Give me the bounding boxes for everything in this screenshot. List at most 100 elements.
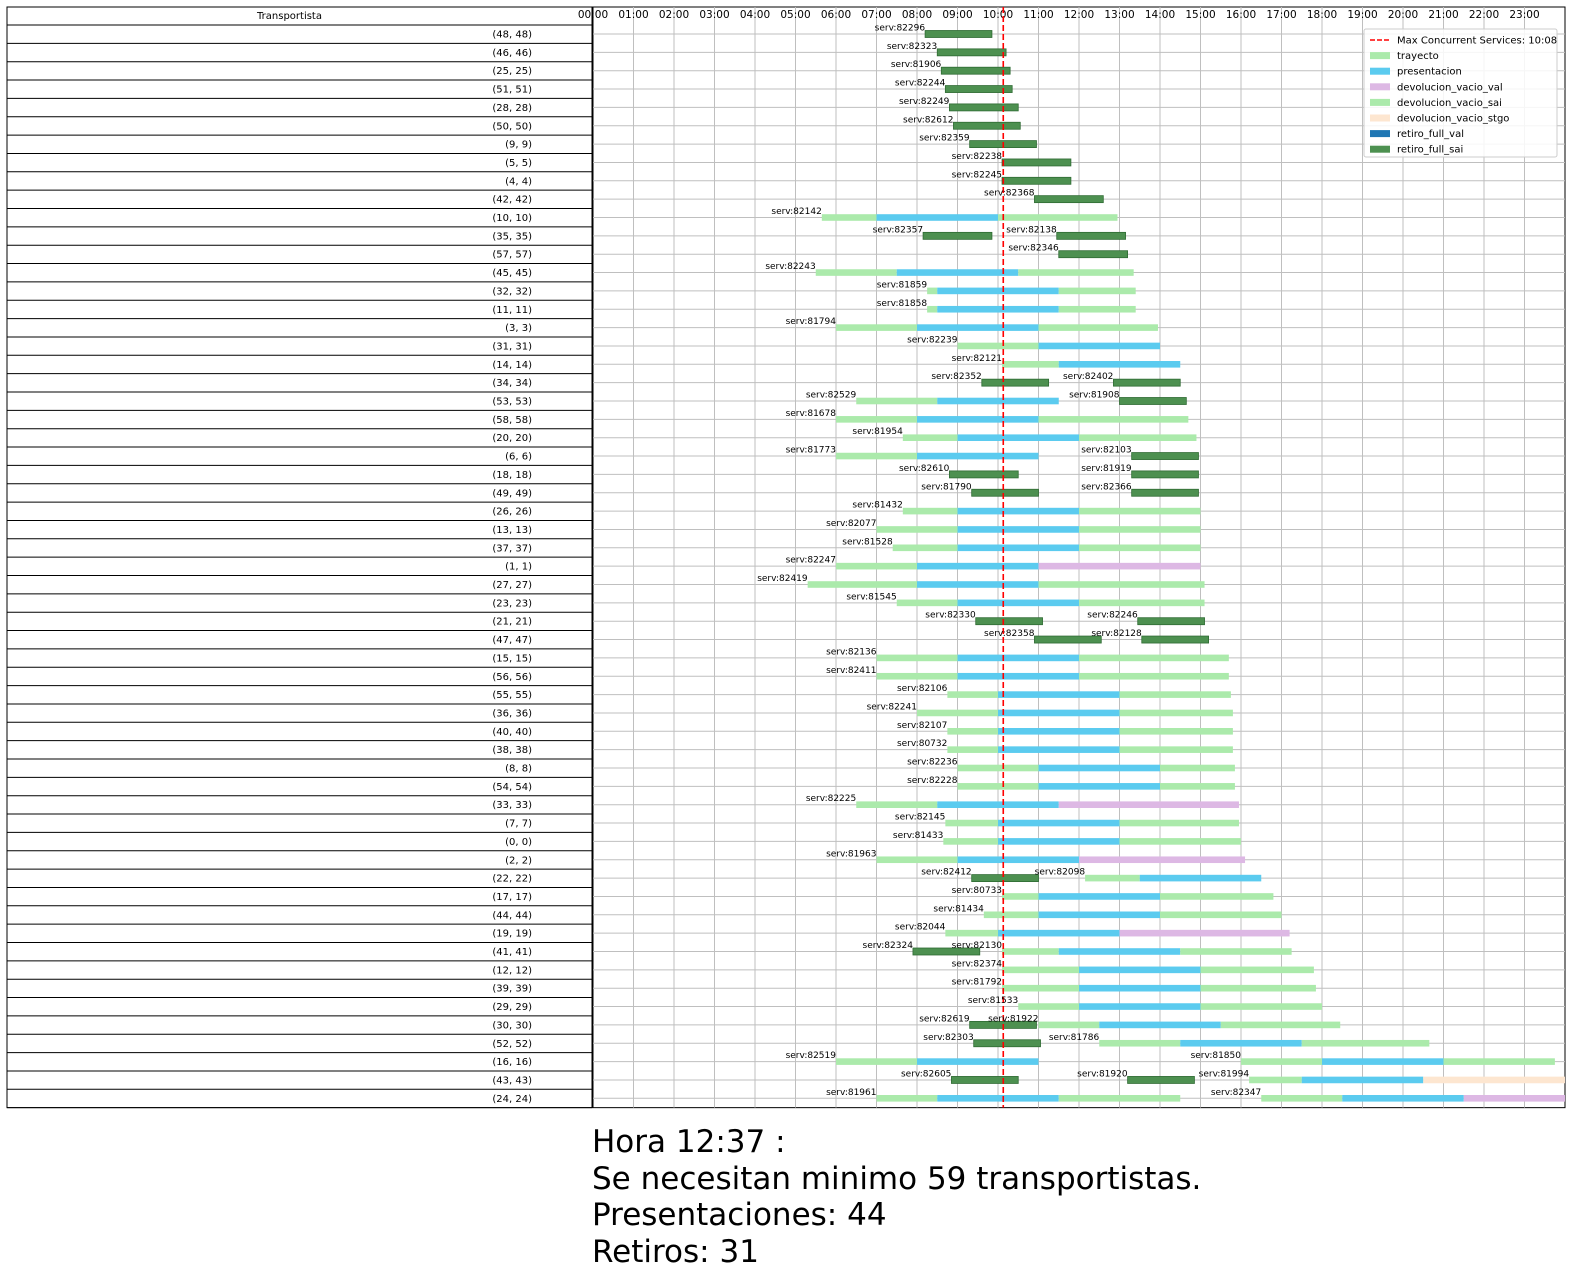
carrier-label: (34, 34): [492, 378, 532, 389]
presentacion-bar: [957, 672, 1079, 680]
service-label: serv:82330: [925, 611, 976, 621]
trayecto-bar: [1119, 838, 1241, 845]
trayecto-bar: [836, 416, 917, 423]
carrier-label: (43, 43): [492, 1075, 532, 1086]
carrier-label: (50, 50): [492, 121, 532, 132]
service-label: serv:82359: [919, 134, 970, 144]
time-grid: 00:00 01:00 02:00 03:00 04:00 05:00 06:00 07:00…: [578, 6, 1566, 1109]
presentacion-bar: [998, 929, 1120, 937]
legend-label: retiro_full_val: [1397, 129, 1464, 140]
service-label: serv:82249: [899, 97, 950, 107]
carrier-label: (29, 29): [492, 1002, 532, 1013]
trayecto-bar: [1249, 1076, 1302, 1084]
trayecto-bar: [836, 562, 917, 570]
service-label: serv:82138: [1006, 225, 1057, 235]
service-label: serv:81922: [988, 1014, 1038, 1024]
retiro-full-sai-bar: [1131, 470, 1199, 479]
carrier-label: (0, 0): [505, 837, 532, 848]
carrier-label: (53, 53): [492, 397, 532, 408]
service-label: serv:82243: [765, 262, 815, 272]
carrier-label: (42, 42): [492, 195, 532, 206]
carrier-label: (8, 8): [505, 764, 532, 775]
devolucion-vacio-val-bar: [1038, 562, 1201, 570]
carrier-label: (26, 26): [492, 507, 532, 518]
presentacion-bar: [1038, 893, 1160, 900]
x-tick-label: 12:00: [1064, 9, 1094, 21]
trayecto-bar: [957, 783, 1039, 790]
service-label: serv:82352: [931, 372, 981, 382]
presentacion-bar: [1058, 948, 1181, 955]
carrier-label: (58, 58): [492, 415, 532, 426]
retiro-full-sai-bar: [940, 66, 1011, 75]
presentacion-bar: [957, 654, 1079, 662]
carrier-label: (46, 46): [492, 48, 532, 59]
summary-pickups: Retiros: 31: [592, 1233, 759, 1270]
trayecto-bar: [876, 856, 958, 864]
presentacion-bar: [937, 305, 1059, 313]
carrier-label: (25, 25): [492, 66, 532, 77]
service-label: serv:81850: [1191, 1051, 1242, 1061]
x-tick-label: 06:00: [821, 9, 851, 21]
service-label: serv:82411: [826, 666, 876, 676]
carrier-label: (44, 44): [492, 910, 532, 921]
summary-panel: Hora 12:37 : Se necesitan minimo 59 tran…: [592, 1124, 1201, 1270]
presentacion-bar: [1079, 966, 1201, 974]
service-label: serv:82239: [907, 335, 958, 345]
presentacion-bar: [957, 599, 1079, 607]
retiro-full-sai-bar: [922, 231, 993, 240]
x-tick-label: 15:00: [1185, 9, 1215, 21]
presentacion-bar: [1038, 783, 1160, 790]
gantt-chart: Transportista (48, 48) (46, 46) (25, 25) (51…: [6, 6, 1566, 1109]
x-tick-label: 02:00: [659, 9, 689, 21]
carrier-label: (4, 4): [505, 176, 532, 187]
summary-required-carriers: Se necesitan minimo 59 transportistas.: [592, 1160, 1202, 1197]
trayecto-bar: [1301, 1039, 1430, 1047]
legend-label: retiro_full_sai: [1397, 145, 1463, 156]
x-tick-label: 04:00: [740, 9, 770, 21]
service-label: serv:81994: [1199, 1069, 1250, 1079]
service-label: serv:82529: [806, 391, 857, 401]
x-tick-label: 10:00: [983, 9, 1013, 21]
service-label: serv:82246: [1087, 611, 1138, 621]
retiro-full-sai-bar: [1034, 635, 1102, 644]
carrier-label: (3, 3): [505, 323, 532, 334]
service-label: serv:82368: [984, 189, 1035, 199]
service-label: serv:82077: [826, 519, 876, 529]
presentacion-bar: [876, 214, 998, 221]
x-tick-label: 21:00: [1428, 9, 1458, 21]
service-label: serv:82419: [757, 574, 808, 584]
service-label: serv:82619: [919, 1014, 970, 1024]
devolucion-vacio-stgo-bar: [1423, 1076, 1565, 1084]
presentacion-bar: [917, 324, 1039, 331]
x-tick-label: 07:00: [861, 9, 891, 21]
trayecto-bar: [1058, 287, 1136, 295]
retiro-full-sai-bar: [1001, 176, 1072, 185]
carrier-label: (54, 54): [492, 782, 532, 793]
trayecto-bar: [1119, 819, 1239, 827]
carrier-label: (9, 9): [505, 140, 532, 151]
trayecto-bar: [1241, 1058, 1322, 1065]
x-tick-label: 17:00: [1266, 9, 1296, 21]
carrier-label: (22, 22): [492, 874, 532, 885]
service-label: serv:82323: [887, 42, 937, 52]
service-label: serv:81794: [786, 317, 837, 327]
presentacion-bar: [1079, 984, 1201, 992]
carrier-label: (39, 39): [492, 984, 532, 995]
legend-label: presentacion: [1397, 67, 1462, 78]
presentacion-bar: [917, 581, 1039, 588]
service-label: serv:82605: [901, 1069, 951, 1079]
service-label: serv:81963: [826, 849, 876, 859]
presentacion-bar: [917, 562, 1039, 570]
trayecto-bar: [1002, 948, 1059, 955]
carrier-label: (5, 5): [505, 158, 532, 169]
trayecto-bar: [815, 269, 897, 276]
presentacion-bar: [917, 416, 1039, 423]
carrier-label: (11, 11): [492, 305, 532, 316]
service-label: serv:81919: [1081, 464, 1132, 474]
presentacion-bar: [998, 691, 1120, 698]
service-label: serv:81545: [846, 592, 896, 602]
devolucion-vacio-val-bar: [1463, 1095, 1565, 1102]
x-tick-label: 19:00: [1347, 9, 1377, 21]
carrier-label: (48, 48): [492, 30, 532, 41]
carrier-label: (47, 47): [492, 635, 532, 646]
